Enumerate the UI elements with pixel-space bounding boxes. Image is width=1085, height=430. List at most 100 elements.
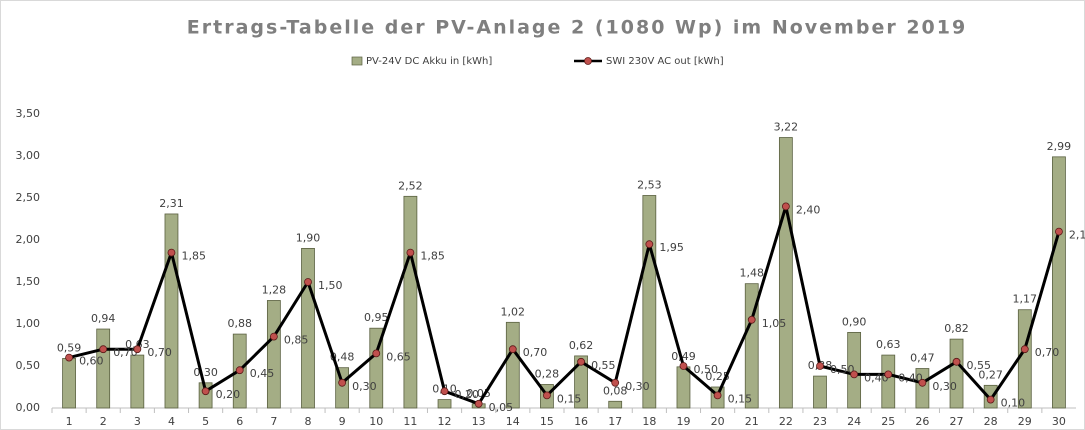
line-marker	[816, 362, 824, 370]
bar-value-label: 1,02	[501, 305, 526, 318]
bar-value-label: 3,22	[774, 121, 799, 134]
bar	[437, 399, 452, 409]
line-marker	[543, 391, 551, 400]
bar-value-label: 0,63	[876, 338, 901, 351]
line-marker	[850, 370, 859, 379]
bar	[949, 338, 964, 409]
x-tick-label: 24	[847, 415, 861, 428]
x-tick-label: 30	[1052, 415, 1066, 428]
line-value-label: 0,20	[455, 388, 480, 401]
bar-value-label: 0,95	[364, 311, 389, 324]
legend-marker	[584, 57, 592, 65]
bar-value-label: 1,48	[739, 267, 764, 280]
line-value-label: 0,10	[1001, 397, 1026, 410]
line-value-label: 0,30	[625, 380, 650, 393]
chart-title: Ertrags-Tabelle der PV-Anlage 2 (1080 Wp…	[187, 17, 967, 39]
line-marker	[235, 366, 244, 375]
legend-swatch	[351, 56, 363, 66]
x-tick-label: 6	[236, 415, 243, 428]
bar-value-label: 0,28	[535, 367, 560, 380]
line-value-label: 0,50	[693, 363, 718, 376]
bar-value-label: 0,49	[671, 350, 696, 363]
line-value-label: 1,50	[318, 279, 343, 292]
x-tick-label: 15	[540, 415, 554, 428]
bar	[915, 368, 930, 409]
line-marker	[713, 391, 722, 400]
x-tick-label: 21	[745, 415, 759, 428]
x-tick-label: 14	[506, 415, 520, 428]
line-marker	[133, 345, 142, 354]
line-value-label: 0,60	[79, 355, 104, 368]
bar	[505, 321, 520, 409]
x-tick-label: 18	[642, 415, 656, 428]
line-marker	[747, 315, 756, 324]
line-value-label: 0,20	[216, 388, 241, 401]
bar	[403, 195, 418, 409]
x-tick-label: 25	[881, 415, 895, 428]
bar-value-label: 2,31	[159, 197, 184, 210]
y-tick-label: 2,50	[16, 191, 41, 204]
line-value-label: 0,50	[830, 363, 855, 376]
line-marker	[884, 370, 893, 379]
line-marker	[372, 349, 381, 358]
line-marker	[986, 395, 995, 404]
bar	[164, 213, 179, 409]
line-marker	[440, 387, 449, 396]
bar	[62, 358, 76, 409]
line-value-label: 0,70	[523, 346, 548, 359]
bar	[96, 328, 111, 409]
bar-value-label: 0,94	[91, 312, 116, 325]
bar	[847, 331, 862, 409]
bar-value-label: 0,59	[57, 341, 82, 354]
x-tick-label: 11	[403, 415, 417, 428]
x-tick-label: 8	[305, 415, 312, 428]
line-value-label: 0,65	[386, 350, 411, 363]
bar-value-label: 0,88	[227, 317, 252, 330]
line-marker	[474, 399, 483, 408]
line-marker	[338, 378, 347, 387]
bar-value-label: 1,17	[1013, 293, 1038, 306]
line-marker	[99, 345, 108, 354]
legend-label: SWI 230V AC out [kWh]	[606, 56, 724, 67]
bar-value-label: 1,28	[262, 283, 287, 296]
bar	[1017, 309, 1032, 409]
x-tick-label: 23	[813, 415, 827, 428]
bar-value-label: 0,27	[978, 368, 1003, 381]
x-tick-label: 12	[438, 415, 452, 428]
line-marker	[508, 345, 517, 354]
x-tick-label: 13	[472, 415, 486, 428]
x-tick-label: 1	[66, 415, 73, 428]
bar	[744, 283, 759, 409]
x-tick-label: 27	[950, 415, 964, 428]
line-marker	[781, 202, 790, 211]
bar	[676, 366, 691, 409]
line-marker	[577, 357, 585, 366]
line-value-label: 0,55	[591, 359, 616, 372]
bar-value-label: 0,90	[842, 315, 867, 328]
y-tick-label: 2,00	[16, 233, 41, 246]
bar	[574, 355, 588, 409]
line-marker	[918, 378, 927, 387]
line-value-label: 0,40	[864, 371, 889, 384]
line	[68, 204, 1061, 406]
bar-value-label: 0,08	[603, 384, 628, 397]
x-tick-label: 2	[100, 415, 107, 428]
line-marker	[952, 357, 961, 366]
bar	[1052, 156, 1066, 409]
x-tick-label: 3	[134, 415, 141, 428]
bar	[608, 400, 623, 409]
y-tick-label: 1,00	[16, 317, 41, 330]
legend-label: PV-24V DC Akku in [kWh]	[366, 56, 492, 67]
line-marker	[65, 353, 73, 362]
x-tick-label: 5	[202, 415, 209, 428]
line-value-label: 0,85	[284, 334, 309, 347]
bar	[130, 354, 145, 409]
x-tick-label: 9	[339, 415, 346, 428]
line-marker	[1020, 345, 1029, 354]
x-tick-label: 26	[915, 415, 929, 428]
line-value-label: 0,40	[898, 371, 923, 384]
line-value-label: 0,70	[147, 346, 172, 359]
line-value-label: 1,85	[420, 250, 445, 263]
x-tick-label: 28	[984, 415, 998, 428]
